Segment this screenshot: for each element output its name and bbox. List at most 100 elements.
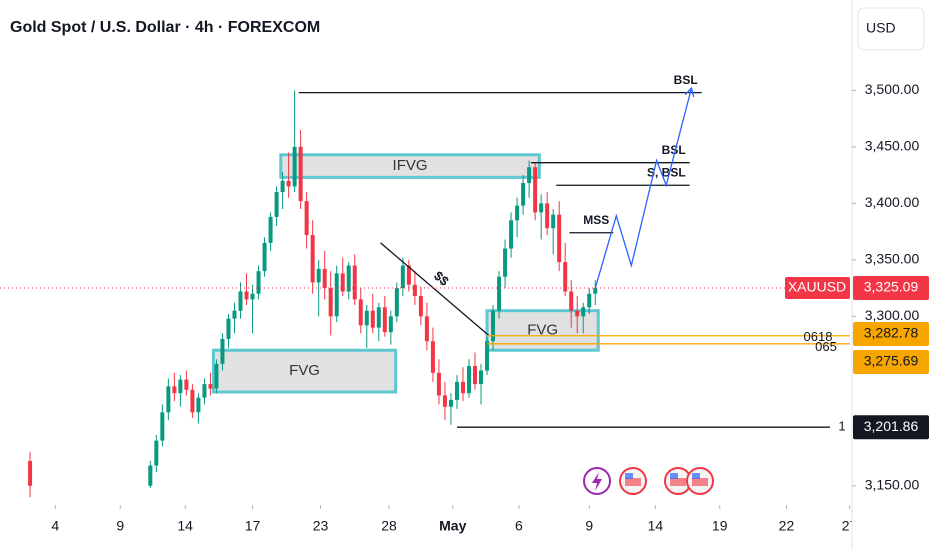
projection-path: [594, 87, 693, 289]
candle-body: [310, 234, 315, 283]
candle-body: [545, 203, 550, 229]
candle-body: [190, 389, 195, 413]
candle-body: [388, 316, 393, 333]
level-label: BSL: [674, 73, 698, 87]
fvg-zone: [279, 153, 541, 179]
candle-body: [292, 146, 297, 187]
candle-body: [172, 386, 177, 394]
candle-body: [581, 307, 586, 317]
candle-body: [160, 412, 165, 441]
candle-body: [262, 242, 267, 272]
x-tick-label: 22: [779, 518, 795, 534]
candle-body: [539, 203, 544, 213]
candle-body: [569, 291, 574, 311]
candle-body: [286, 180, 291, 187]
candle-body: [352, 265, 357, 300]
candle-body: [442, 395, 447, 407]
zone-label: FVG: [289, 362, 320, 379]
y-tick-label: 3,500.00: [865, 81, 920, 97]
x-tick-label: 28: [381, 518, 397, 534]
candle-body: [400, 265, 405, 289]
symbol-tag: [785, 276, 850, 299]
candle-body: [364, 310, 369, 326]
candle-body: [298, 146, 303, 202]
level-label: MSS: [583, 213, 609, 227]
currency[interactable]: USD: [866, 20, 896, 36]
candle-body: [346, 265, 351, 292]
candle-body: [322, 268, 327, 289]
projection-arrow: [684, 86, 695, 98]
candle-body: [208, 384, 213, 389]
candle-body: [268, 216, 273, 243]
candle-body: [394, 288, 399, 317]
price-tag-label: 3,282.78: [864, 325, 919, 341]
candle-body: [256, 271, 261, 294]
candle-body: [154, 440, 159, 466]
candle-body: [454, 381, 459, 400]
candle-body: [497, 276, 502, 311]
candle-body: [515, 205, 520, 221]
zone-label: IFVG: [393, 157, 428, 174]
candle-body: [418, 295, 423, 317]
symbol-tag-label: XAUUSD: [788, 279, 846, 295]
y-tick-label: 3,150.00: [865, 476, 920, 492]
candle-body: [232, 310, 237, 319]
level-label: BSL: [662, 143, 686, 157]
candle-body: [304, 201, 309, 235]
candle-body: [460, 381, 465, 394]
candle-body: [503, 248, 508, 277]
candle-body: [593, 288, 598, 294]
price-tag-label: 3,201.86: [864, 418, 919, 434]
candle-body: [274, 192, 279, 217]
candle-body: [382, 307, 387, 333]
candle-body: [184, 379, 189, 390]
candle-body: [250, 293, 255, 300]
candle-body: [376, 307, 381, 328]
candle-body: [448, 399, 453, 407]
plot: 4 9 14 17 23 28 May 6 9 14 19 22 27 IFVG FVG FVG BSL BSL S…: [28, 73, 858, 534]
candle-body: [412, 284, 417, 296]
x-tick-label: 17: [245, 518, 261, 534]
chart-title: Gold Spot / U.S. Dollar · 4h · FOREXCOM: [10, 19, 320, 36]
candle-body: [563, 262, 568, 292]
level-label: S, BSL: [647, 165, 686, 179]
fib-name: 0618: [804, 329, 833, 344]
currency-button[interactable]: [857, 7, 925, 51]
candle-body: [238, 291, 243, 311]
candle-body: [509, 220, 514, 249]
candle-body: [491, 310, 496, 342]
candle-body: [436, 372, 441, 396]
candle-body: [424, 316, 429, 342]
trend-line: [380, 242, 490, 337]
x-tick-label: May: [439, 518, 466, 534]
price-tag: [853, 415, 929, 440]
y-tick-label: 3,450.00: [865, 138, 920, 154]
candle-body: [214, 363, 219, 389]
y-tick-label: 3,400.00: [865, 194, 920, 210]
candle-body: [178, 379, 183, 394]
price-tag: [853, 350, 929, 374]
price-tag: [853, 275, 929, 300]
x-tick-label: 19: [712, 518, 728, 534]
fib-name: 1: [838, 419, 845, 434]
candle-body: [466, 366, 471, 394]
x-tick-label: 4: [51, 518, 59, 534]
price-tag: [853, 322, 929, 346]
candle-body: [340, 273, 345, 292]
event-icons: [583, 467, 714, 495]
candle-body: [148, 465, 153, 486]
candle-body: [479, 370, 484, 385]
y-tick-label: 3,350.00: [865, 251, 920, 267]
x-tick-label: 9: [585, 518, 593, 534]
x-tick-label: 27: [842, 518, 858, 534]
candle-body: [485, 341, 490, 371]
candle-body: [28, 460, 33, 486]
candle-body: [196, 397, 201, 413]
candle-body: [334, 273, 339, 317]
zone-label: FVG: [527, 321, 558, 338]
candle-body: [220, 338, 225, 364]
candle-body: [244, 291, 249, 300]
